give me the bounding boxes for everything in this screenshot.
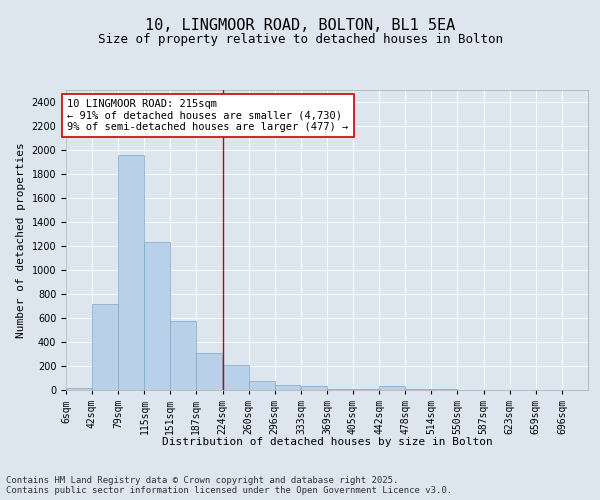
Bar [196,353,222,390]
Text: 10, LINGMOOR ROAD, BOLTON, BL1 5EA: 10, LINGMOOR ROAD, BOLTON, BL1 5EA [145,18,455,32]
Bar [170,321,196,390]
Bar [92,304,118,390]
Bar [66,388,92,390]
Y-axis label: Number of detached properties: Number of detached properties [16,142,26,338]
Bar [145,242,170,390]
Text: Contains HM Land Registry data © Crown copyright and database right 2025.
Contai: Contains HM Land Registry data © Crown c… [6,476,452,495]
Bar [275,384,301,390]
Bar [248,381,275,390]
Bar [379,386,406,390]
Bar [118,155,145,390]
Text: 10 LINGMOOR ROAD: 215sqm
← 91% of detached houses are smaller (4,730)
9% of semi: 10 LINGMOOR ROAD: 215sqm ← 91% of detach… [67,99,349,132]
X-axis label: Distribution of detached houses by size in Bolton: Distribution of detached houses by size … [161,437,493,447]
Text: Size of property relative to detached houses in Bolton: Size of property relative to detached ho… [97,32,503,46]
Bar [301,386,327,390]
Bar [223,366,248,390]
